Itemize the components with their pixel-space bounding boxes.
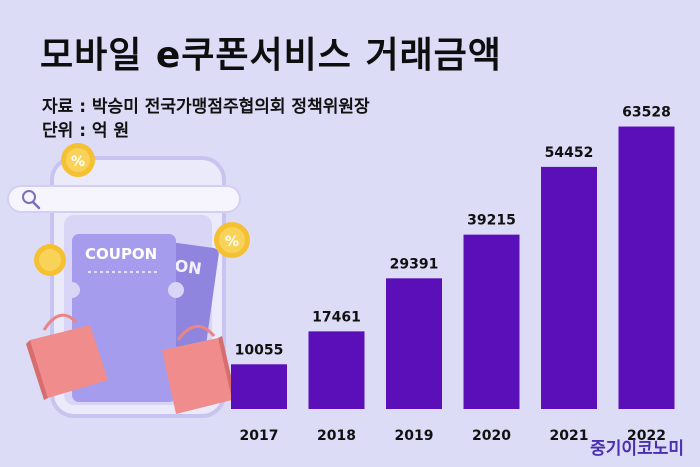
x-tick-label-2020: 2020 [472, 428, 511, 444]
x-axis-labels: 2017 2018 2019 2020 2021 2022 [240, 428, 666, 444]
bar-2017 [231, 364, 287, 409]
svg-text:%: % [71, 154, 85, 170]
bar-2019 [386, 278, 442, 409]
value-label-2022: 63528 [622, 105, 671, 121]
search-bar [7, 185, 241, 213]
unit-note: 단위 : 억 원 [42, 121, 130, 141]
value-label-2021: 54452 [545, 145, 594, 161]
value-label-2020: 39215 [467, 213, 516, 229]
bar-2018 [308, 331, 365, 409]
value-label-2019: 29391 [390, 256, 439, 272]
x-tick-label-2021: 2021 [550, 428, 589, 444]
x-tick-label-2018: 2018 [317, 428, 356, 444]
percent-coin-icon: % [61, 143, 95, 177]
x-tick-label-2019: 2019 [395, 428, 434, 444]
bar-series [231, 126, 675, 409]
value-label-2017: 10055 [235, 342, 284, 358]
bar-2021 [541, 166, 597, 409]
bar-2020 [463, 234, 520, 409]
svg-text:ON: ON [173, 256, 202, 279]
svg-text:%: % [225, 234, 239, 250]
shopping-bag-icon [26, 313, 108, 400]
bar-2022 [618, 126, 675, 409]
percent-coin-icon [34, 244, 66, 276]
x-tick-label-2017: 2017 [240, 428, 279, 444]
value-labels: 10055 17461 29391 39215 54452 63528 [235, 105, 671, 359]
percent-coin-icon: % [214, 222, 250, 258]
source-note: 자료 : 박승미 전국가맹점주협의회 정책위원장 [42, 97, 370, 117]
x-tick-label-2022: 2022 [627, 428, 666, 444]
search-icon [22, 190, 41, 210]
coupon-label: COUPON [85, 245, 157, 263]
value-label-2018: 17461 [312, 309, 361, 325]
brand-logo: 중기이코노미 [590, 439, 684, 459]
chart-title: 모바일 e쿠폰서비스 거래금액 [40, 35, 502, 76]
